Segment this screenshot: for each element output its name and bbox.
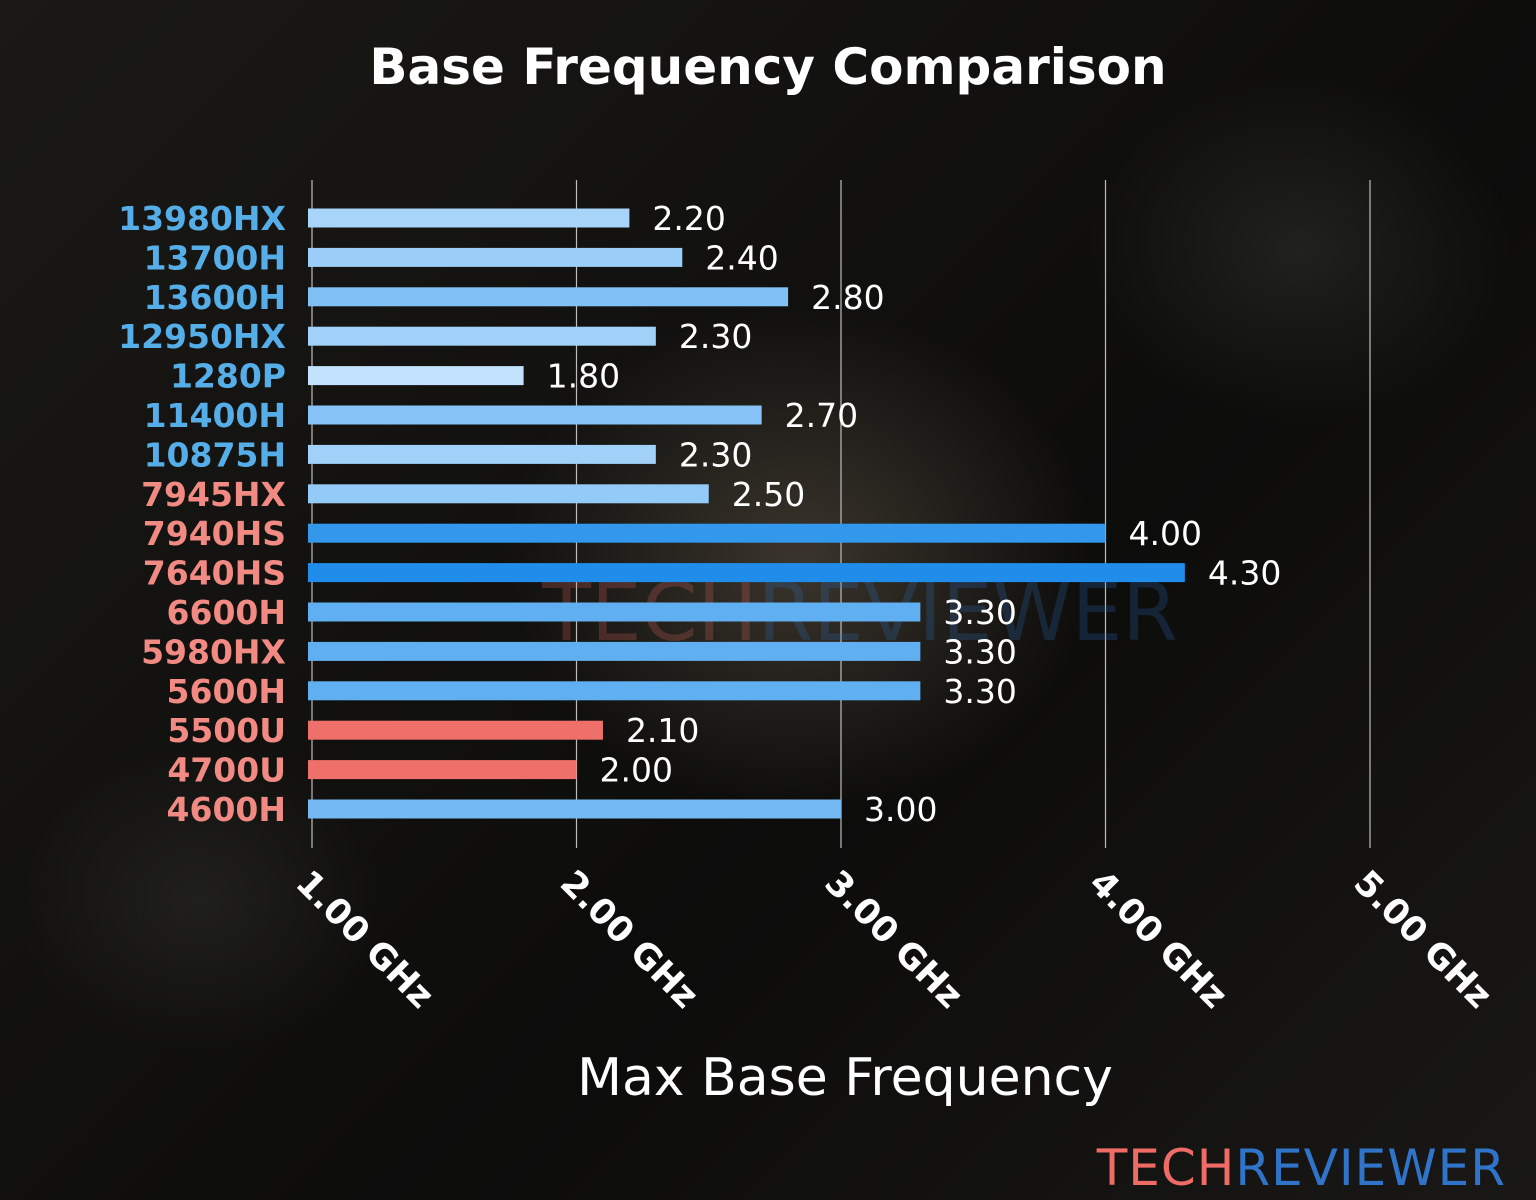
data-label: 2.10 [626,711,699,750]
bar [308,326,656,346]
category-label: 7945HX [141,475,286,514]
bar [308,641,921,661]
bar [308,444,656,464]
category-label: 7940HS [143,514,286,553]
bar [308,760,577,780]
category-label: 4600H [167,790,286,829]
bar [308,484,709,504]
x-tick-label: 1.00 GHz [288,863,441,1016]
category-label: 7640HS [143,554,286,593]
data-label: 4.00 [1129,514,1202,553]
bar [308,523,1106,543]
bar [308,720,603,740]
x-tick-label: 5.00 GHz [1346,863,1499,1016]
category-label: 5500U [167,711,286,750]
bar [308,405,762,425]
category-label: 10875H [144,435,286,474]
data-label: 2.50 [732,475,805,514]
data-label: 2.30 [679,435,752,474]
bar [308,208,630,228]
category-label: 4700U [167,751,286,790]
data-label: 2.80 [811,278,884,317]
x-tick-label: 4.00 GHz [1081,863,1234,1016]
data-label: 2.20 [652,199,725,238]
category-label: 6600H [167,593,286,632]
bar [308,366,524,386]
bar [308,287,789,307]
category-label: 1280P [170,357,286,396]
data-label: 3.00 [864,790,937,829]
techreviewer-logo: TECHREVIEWER [1096,1139,1506,1197]
data-label: 2.70 [785,396,858,435]
data-label: 2.30 [679,317,752,356]
category-label: 5600H [167,672,286,711]
x-tick-label: 2.00 GHz [552,863,705,1016]
category-label: 13980HX [118,199,286,238]
data-label: 4.30 [1208,554,1281,593]
bar [308,799,841,819]
category-label: 5980HX [141,632,286,671]
logo-reviewer: REVIEWER [1235,1139,1506,1197]
data-label: 3.30 [943,593,1016,632]
chart-title: Base Frequency Comparison [369,38,1166,96]
category-label: 13700H [144,238,286,277]
logo-tech: TECH [1096,1139,1236,1197]
bar [308,681,921,701]
bar [308,602,921,622]
x-tick-label: 3.00 GHz [817,863,970,1016]
data-label: 2.00 [600,751,673,790]
data-label: 3.30 [943,672,1016,711]
category-label: 13600H [144,278,286,317]
category-label: 12950HX [118,317,286,356]
bar [308,563,1185,583]
data-label: 1.80 [547,357,620,396]
x-axis-label: Max Base Frequency [577,1048,1113,1108]
data-label: 3.30 [943,632,1016,671]
bar [308,247,683,267]
category-label: 11400H [144,396,286,435]
data-label: 2.40 [705,238,778,277]
